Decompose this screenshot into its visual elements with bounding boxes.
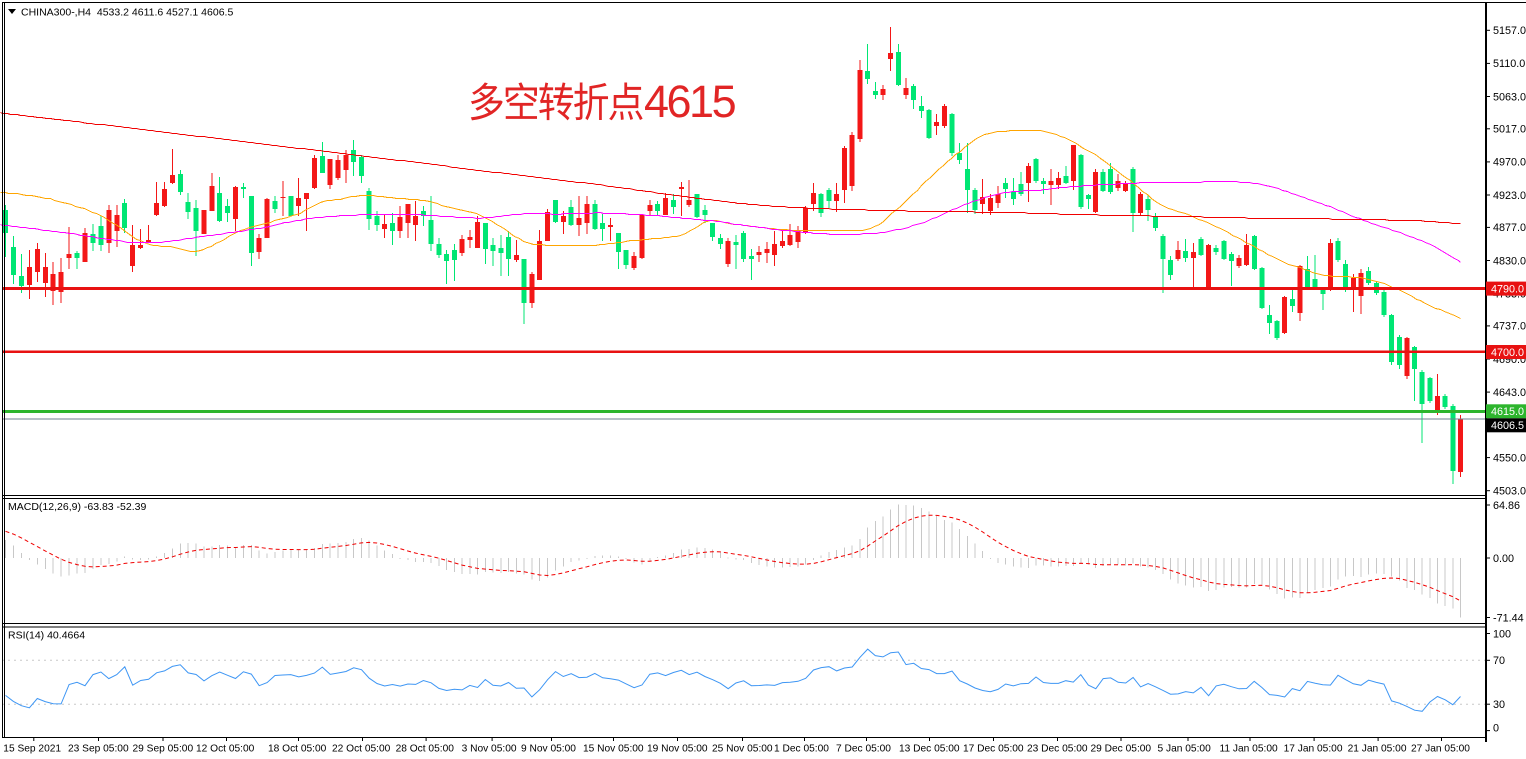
svg-text:0: 0 bbox=[1493, 723, 1499, 735]
svg-text:30: 30 bbox=[1493, 699, 1505, 711]
svg-text:4643.0: 4643.0 bbox=[1493, 387, 1526, 399]
svg-text:4923.0: 4923.0 bbox=[1493, 190, 1526, 202]
svg-text:27 Jan 05:00: 27 Jan 05:00 bbox=[1411, 744, 1470, 755]
svg-text:21 Jan 05:00: 21 Jan 05:00 bbox=[1348, 744, 1407, 755]
svg-text:22 Oct 05:00: 22 Oct 05:00 bbox=[332, 744, 391, 755]
svg-text:4615: 4615 bbox=[644, 76, 736, 127]
svg-text:17 Dec 05:00: 17 Dec 05:00 bbox=[963, 744, 1024, 755]
svg-text:4503.0: 4503.0 bbox=[1493, 486, 1526, 498]
svg-text:5 Jan 05:00: 5 Jan 05:00 bbox=[1158, 744, 1212, 755]
svg-text:CHINA300-,H4 4533.2 4611.6 45: CHINA300-,H4 4533.2 4611.6 4527.1 4606.5 bbox=[21, 7, 233, 19]
svg-text:29 Sep 05:00: 29 Sep 05:00 bbox=[133, 744, 194, 755]
svg-text:9 Nov 05:00: 9 Nov 05:00 bbox=[521, 744, 576, 755]
svg-text:25 Nov 05:00: 25 Nov 05:00 bbox=[712, 744, 773, 755]
svg-text:19 Nov 05:00: 19 Nov 05:00 bbox=[647, 744, 708, 755]
svg-text:64.86: 64.86 bbox=[1493, 500, 1520, 512]
svg-text:23 Dec 05:00: 23 Dec 05:00 bbox=[1027, 744, 1088, 755]
svg-text:100: 100 bbox=[1493, 628, 1511, 640]
svg-text:28 Oct 05:00: 28 Oct 05:00 bbox=[396, 744, 455, 755]
svg-text:1 Dec 05:00: 1 Dec 05:00 bbox=[774, 744, 829, 755]
svg-text:70: 70 bbox=[1493, 655, 1505, 667]
svg-text:15 Nov 05:00: 15 Nov 05:00 bbox=[583, 744, 644, 755]
svg-text:11 Jan 05:00: 11 Jan 05:00 bbox=[1220, 744, 1278, 755]
svg-text:18 Oct 05:00: 18 Oct 05:00 bbox=[268, 744, 327, 755]
svg-text:12 Oct 05:00: 12 Oct 05:00 bbox=[196, 744, 255, 755]
svg-text:23 Sep 05:00: 23 Sep 05:00 bbox=[68, 744, 129, 755]
svg-text:4700.0: 4700.0 bbox=[1491, 347, 1524, 359]
svg-text:13 Dec 05:00: 13 Dec 05:00 bbox=[899, 744, 960, 755]
svg-text:4550.0: 4550.0 bbox=[1493, 452, 1526, 464]
svg-text:15 Sep 2021: 15 Sep 2021 bbox=[3, 744, 61, 755]
svg-text:5063.0: 5063.0 bbox=[1493, 91, 1526, 103]
svg-text:4737.0: 4737.0 bbox=[1493, 321, 1526, 333]
svg-text:7 Dec 05:00: 7 Dec 05:00 bbox=[836, 744, 891, 755]
svg-text:0.00: 0.00 bbox=[1493, 553, 1514, 565]
svg-text:17 Jan 05:00: 17 Jan 05:00 bbox=[1284, 744, 1343, 755]
svg-text:4970.0: 4970.0 bbox=[1493, 157, 1526, 169]
svg-text:4830.0: 4830.0 bbox=[1493, 255, 1526, 267]
svg-text:5157.0: 5157.0 bbox=[1493, 25, 1526, 37]
svg-text:-71.44: -71.44 bbox=[1493, 612, 1524, 624]
svg-text:RSI(14) 40.4664: RSI(14) 40.4664 bbox=[8, 630, 85, 642]
svg-text:3 Nov 05:00: 3 Nov 05:00 bbox=[462, 744, 517, 755]
svg-text:5017.0: 5017.0 bbox=[1493, 124, 1526, 136]
svg-text:29 Dec 05:00: 29 Dec 05:00 bbox=[1091, 744, 1152, 755]
svg-text:4615.0: 4615.0 bbox=[1491, 406, 1524, 418]
svg-text:4790.0: 4790.0 bbox=[1491, 283, 1524, 295]
svg-text:MACD(12,26,9) -63.83 -52.39: MACD(12,26,9) -63.83 -52.39 bbox=[8, 501, 146, 513]
svg-text:5110.0: 5110.0 bbox=[1493, 58, 1525, 70]
svg-text:4606.5: 4606.5 bbox=[1491, 420, 1524, 432]
svg-text:4877.0: 4877.0 bbox=[1493, 222, 1526, 234]
